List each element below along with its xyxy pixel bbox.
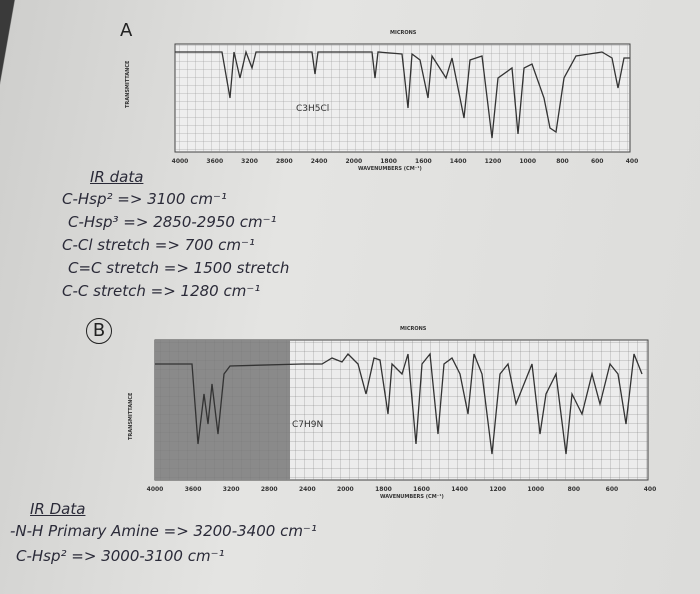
tick-label: 1400 [449,158,467,165]
tick-label: 2400 [298,486,316,493]
tick-label: 600 [590,158,604,165]
tick-label: 2800 [275,158,293,165]
side-axis-title: TRANSMITTANCE [128,392,134,440]
tick-label: 400 [643,486,657,493]
tick-label: 1000 [519,158,537,165]
tick-label: 2000 [337,486,354,493]
section-label: B [86,318,112,344]
tick-label: 2800 [260,486,278,493]
tick-label: 1200 [489,486,507,493]
top-axis-title: MICRONS [390,30,417,36]
top-axis-title: MICRONS [400,326,427,332]
note: -N-H Primary Amine => 3200-3400 cm⁻¹ [10,522,317,540]
spectrum-b [154,339,649,481]
tick-label: 1600 [413,486,430,493]
tick-label: 1400 [451,486,468,493]
formula: C7H9N [292,420,324,430]
side-axis-title: TRANSMITTANCE [125,60,131,108]
tick-label: 3600 [206,158,224,165]
tick-label: 4000 [146,486,164,493]
note: C-Hsp² => 3000-3100 cm⁻¹ [16,547,225,565]
tick-label: 2000 [345,158,363,165]
bottom-axis-title: WAVENUMBERS (CM⁻¹) [380,494,444,500]
bottom-axis-title: WAVENUMBERS (CM⁻¹) [358,166,422,172]
notes-title: IR Data [30,500,86,518]
note: C=C stretch => 1500 stretch [68,259,290,277]
notes-title: IR data [90,168,144,186]
formula: C3H5Cl [296,104,330,114]
tick-label: 3200 [222,486,240,493]
tick-label: 2400 [310,158,328,165]
note: C-Hsp³ => 2850-2950 cm⁻¹ [68,213,277,231]
tick-label: 1800 [375,486,392,493]
tick-label: 1200 [484,158,502,165]
tick-label: 1600 [415,158,432,165]
tick-label: 3600 [184,486,202,493]
tick-label: 3200 [241,158,258,165]
note: C-Hsp² => 3100 cm⁻¹ [62,190,227,208]
tick-label: 4000 [171,158,189,165]
tick-label: 400 [625,158,639,165]
tick-label: 800 [567,486,581,493]
note: C-Cl stretch => 700 cm⁻¹ [62,236,255,254]
tick-label: 1800 [380,158,397,165]
spectrum-a [174,43,631,153]
tick-label: 1000 [527,486,545,493]
note: C-C stretch => 1280 cm⁻¹ [62,282,261,300]
tick-label: 800 [556,158,569,165]
section-label: A [120,20,133,41]
tick-label: 600 [605,486,619,493]
